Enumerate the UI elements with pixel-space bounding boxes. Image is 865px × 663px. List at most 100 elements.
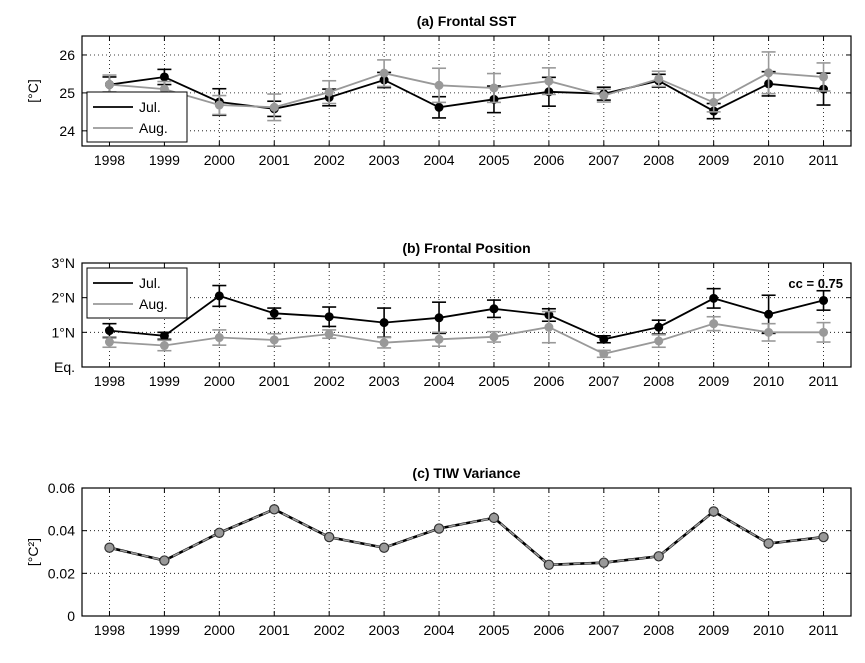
data-point — [378, 542, 390, 553]
x-tick-label: 2008 — [643, 373, 674, 389]
x-tick-label: 1999 — [149, 373, 180, 389]
data-point — [709, 319, 719, 329]
y-tick-label: 0.04 — [48, 523, 75, 539]
panel-c: 1998 1999 2000 2001 2002 2003 2004 2005 2006 2007… — [25, 465, 852, 638]
x-tick-label: 2004 — [423, 622, 454, 638]
data-point — [324, 87, 334, 97]
data-point — [544, 76, 554, 86]
y-tick-label: 1°N — [52, 324, 76, 340]
series-variance — [104, 504, 829, 571]
data-point — [104, 326, 114, 336]
series-line — [109, 322, 824, 355]
data-point — [653, 551, 664, 562]
series-jul — [102, 284, 831, 344]
x-tick-label: 2002 — [314, 373, 345, 389]
x-tick-label: 1998 — [94, 622, 125, 638]
x-tick-label: 2003 — [369, 152, 400, 168]
panel-b: 1998 1999 2000 2001 2002 2003 2004 2005 2006 2007… — [52, 240, 852, 389]
axes-frame — [81, 487, 852, 617]
legend-label: Aug. — [139, 120, 168, 136]
x-tick-label: 2005 — [478, 373, 509, 389]
data-point — [764, 327, 774, 337]
x-tick-label: 2010 — [753, 152, 784, 168]
y-tick-label: 3°N — [52, 255, 76, 271]
x-tick-label: 2008 — [643, 622, 674, 638]
y-tick-label: 0.06 — [48, 480, 75, 496]
data-point — [379, 338, 389, 348]
data-point — [433, 523, 445, 534]
data-point — [269, 504, 280, 515]
data-point — [763, 538, 774, 549]
data-point — [104, 337, 114, 347]
legend-label: Aug. — [139, 296, 168, 312]
data-point — [159, 72, 169, 82]
data-point — [159, 331, 169, 341]
data-point — [709, 97, 719, 107]
data-point — [599, 334, 609, 344]
y-axis-label: [°C] — [25, 79, 41, 103]
y-tick-label: 26 — [59, 47, 75, 63]
series-line — [109, 76, 824, 113]
data-point — [269, 308, 279, 318]
data-point — [543, 559, 555, 571]
data-point — [434, 80, 444, 90]
x-tick-label: 2010 — [753, 373, 784, 389]
panel-title: (c) TIW Variance — [412, 465, 520, 481]
data-point — [708, 506, 719, 517]
data-point — [599, 91, 609, 101]
legend: Jul. Aug. — [86, 267, 188, 319]
x-tick-label: 2000 — [204, 622, 235, 638]
data-point — [489, 304, 499, 314]
y-tick-label: 0 — [67, 608, 75, 624]
series-line — [109, 294, 824, 341]
y-tick-label: 25 — [59, 85, 75, 101]
series-line — [109, 508, 824, 566]
data-point — [599, 349, 609, 359]
data-point — [654, 322, 664, 332]
x-tick-label: 2006 — [533, 622, 564, 638]
cc-annotation: cc = 0.75 — [788, 276, 843, 291]
y-tick-label: 24 — [59, 123, 75, 139]
data-point — [214, 527, 225, 539]
legend-label: Jul. — [139, 99, 161, 115]
data-point — [159, 555, 170, 566]
y-tick-label: 2°N — [52, 290, 76, 306]
x-tick-label: 2011 — [808, 373, 838, 389]
data-point — [598, 557, 610, 568]
axes-frame — [81, 35, 852, 147]
data-point — [104, 80, 114, 90]
series-aug — [102, 51, 831, 122]
x-tick-label: 2000 — [204, 373, 235, 389]
series-jul — [102, 68, 831, 120]
y-tick-label: Eq. — [54, 359, 75, 375]
x-tick-label: 2010 — [753, 622, 784, 638]
series-line — [109, 71, 824, 109]
data-point — [764, 68, 774, 78]
x-tick-label: 2008 — [643, 152, 674, 168]
data-point — [544, 322, 554, 332]
x-tick-label: 2004 — [423, 373, 454, 389]
x-tick-label: 2001 — [259, 152, 290, 168]
legend-box — [86, 91, 188, 143]
x-tick-label: 2009 — [698, 152, 729, 168]
data-point — [379, 68, 389, 78]
data-point — [379, 318, 389, 328]
x-tick-label: 2001 — [259, 622, 290, 638]
y-tick-label: 0.02 — [48, 565, 75, 581]
x-tick-label: 2002 — [314, 622, 345, 638]
x-tick-label: 1998 — [94, 152, 125, 168]
legend-label: Jul. — [139, 275, 161, 291]
data-point — [214, 100, 224, 110]
data-point — [434, 313, 444, 323]
legend: Jul. Aug. — [86, 91, 188, 143]
x-tick-label: 2007 — [588, 152, 619, 168]
data-point — [323, 531, 335, 543]
data-point — [269, 335, 279, 345]
axes-frame — [81, 262, 852, 368]
x-tick-label: 2009 — [698, 622, 729, 638]
x-tick-label: 2003 — [369, 622, 400, 638]
x-tick-label: 2007 — [588, 622, 619, 638]
x-tick-label: 2005 — [478, 622, 509, 638]
data-point — [489, 332, 499, 342]
x-tick-label: 2009 — [698, 373, 729, 389]
